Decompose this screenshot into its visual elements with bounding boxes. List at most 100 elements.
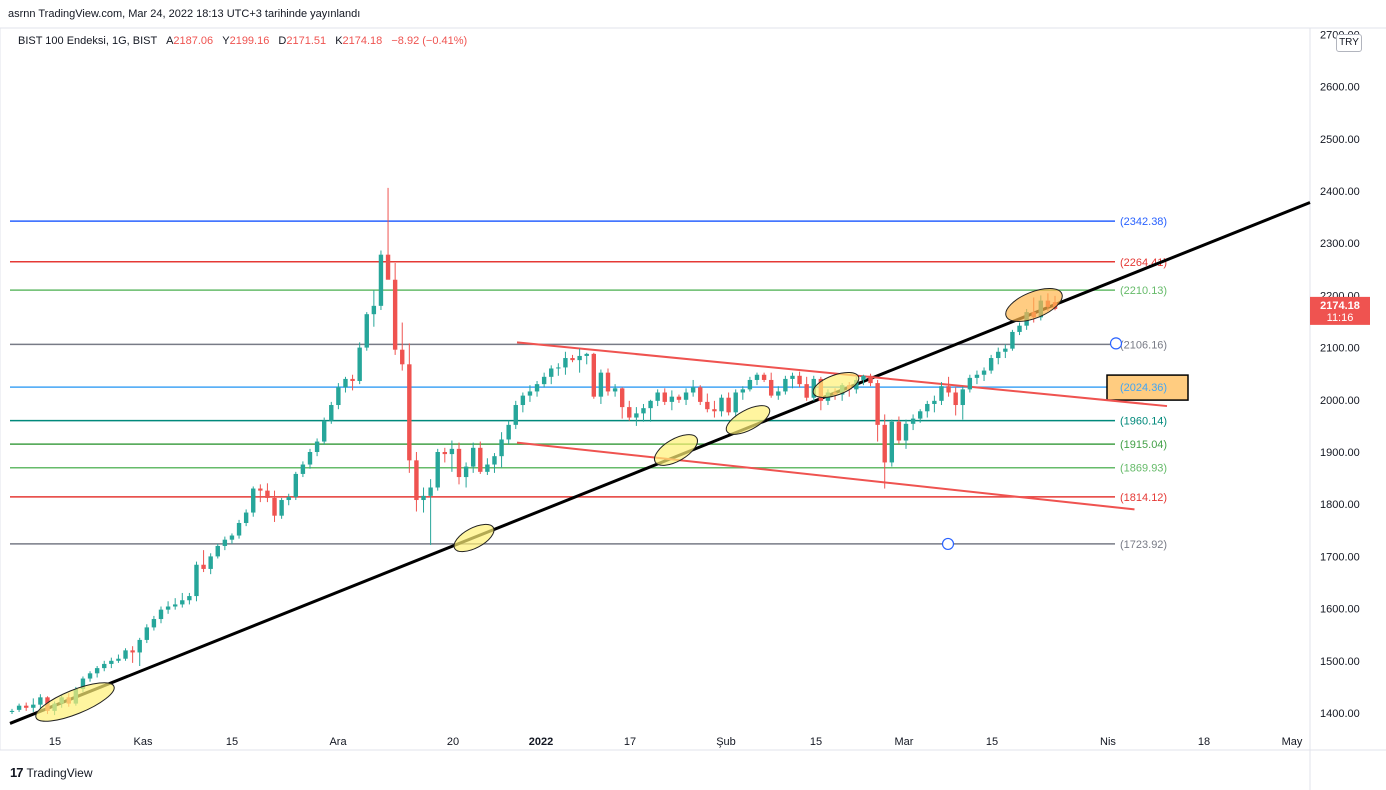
candle-body [265, 490, 270, 498]
candle [151, 615, 157, 631]
candle-body [662, 392, 667, 402]
candle [1010, 329, 1015, 351]
candle [158, 606, 164, 624]
lower-channel-line [516, 441, 1135, 511]
candle-body [194, 564, 199, 597]
candle-body [733, 392, 738, 413]
candle [669, 390, 675, 411]
candle-body [868, 375, 873, 384]
candle [286, 493, 291, 506]
candle [676, 394, 682, 403]
symbol-name[interactable]: BIST 100 Endeksi, 1G, BIST [18, 35, 157, 47]
level-label: (1814.12) [1120, 492, 1167, 504]
candle-body [286, 496, 291, 501]
y-tick-label: 2500.00 [1320, 134, 1360, 146]
candle [996, 347, 1001, 365]
candle-body [165, 606, 171, 610]
candle [137, 637, 142, 667]
candle-body [917, 411, 923, 419]
highlight-ellipse [35, 682, 115, 722]
candle [470, 442, 476, 473]
level-highlight-box [1106, 374, 1189, 401]
candle-body [123, 650, 128, 659]
candle-body [94, 668, 100, 674]
y-tick-label: 2300.00 [1320, 238, 1360, 250]
candle-body [463, 466, 469, 478]
candle [300, 461, 306, 478]
candle-body [513, 405, 518, 425]
candle [194, 561, 199, 602]
candle-body [875, 383, 880, 425]
candle-body [492, 456, 497, 465]
x-tick-label: May [1282, 736, 1303, 748]
candle-body [527, 391, 533, 396]
level-label: (1723.92) [1120, 539, 1167, 551]
candle [23, 702, 29, 711]
candle-body [953, 392, 958, 406]
brand-logo[interactable]: 17 TradingView [10, 765, 93, 780]
candle-body [570, 358, 575, 361]
candle-body [478, 447, 483, 472]
close-value: 2174.18 [342, 35, 383, 47]
candle-body [321, 420, 327, 442]
candle-body [960, 389, 965, 406]
candle [683, 388, 689, 406]
candle-body [251, 488, 256, 513]
level-label: (2342.38) [1120, 216, 1167, 228]
candle [868, 373, 873, 387]
candle-body [243, 512, 249, 523]
x-tick-label: 20 [447, 736, 459, 748]
candle [967, 374, 973, 393]
x-tick-label: 15 [226, 736, 238, 748]
candle-body [740, 389, 746, 393]
level-label-highlight: (2024.36) [1120, 382, 1167, 394]
currency-button[interactable]: TRY [1336, 34, 1362, 52]
candle [435, 448, 440, 491]
candle [1017, 322, 1022, 336]
candle [94, 666, 100, 678]
candle [705, 393, 710, 413]
candle-body [449, 448, 455, 455]
candle [336, 383, 341, 410]
candle [556, 363, 561, 376]
candle-body [981, 370, 987, 375]
candle-body [314, 441, 320, 452]
candle-body [1010, 331, 1015, 349]
candle-body [158, 609, 164, 620]
candle-body [421, 495, 426, 501]
candle-body [80, 678, 86, 689]
candle [754, 372, 760, 386]
candle-body [619, 388, 625, 408]
candle-body [946, 386, 951, 393]
candle [392, 263, 398, 355]
x-tick-label: Ara [329, 736, 347, 748]
candle-body [584, 353, 589, 356]
candle [797, 371, 802, 388]
y-tick-label: 2400.00 [1320, 186, 1360, 198]
candle [222, 536, 228, 551]
candle [634, 407, 639, 426]
level-label: (2106.16) [1120, 339, 1167, 351]
candle [733, 389, 738, 418]
candle-body [776, 391, 781, 396]
x-tick-label: Mar [895, 736, 914, 748]
candle-body [272, 497, 277, 516]
candle [719, 394, 724, 417]
candle [478, 441, 483, 474]
y-tick-label: 2000.00 [1320, 395, 1360, 407]
candle-body [541, 376, 547, 385]
candle-body [300, 464, 306, 474]
candle [265, 483, 270, 503]
candle [9, 708, 15, 715]
candle-body [371, 305, 377, 315]
candle-body [109, 660, 114, 664]
candle-body [549, 368, 554, 377]
candle-body [208, 556, 213, 569]
candle [385, 187, 391, 280]
candle [889, 419, 895, 467]
candle [513, 400, 518, 430]
candle [442, 447, 448, 463]
candle [932, 395, 937, 413]
